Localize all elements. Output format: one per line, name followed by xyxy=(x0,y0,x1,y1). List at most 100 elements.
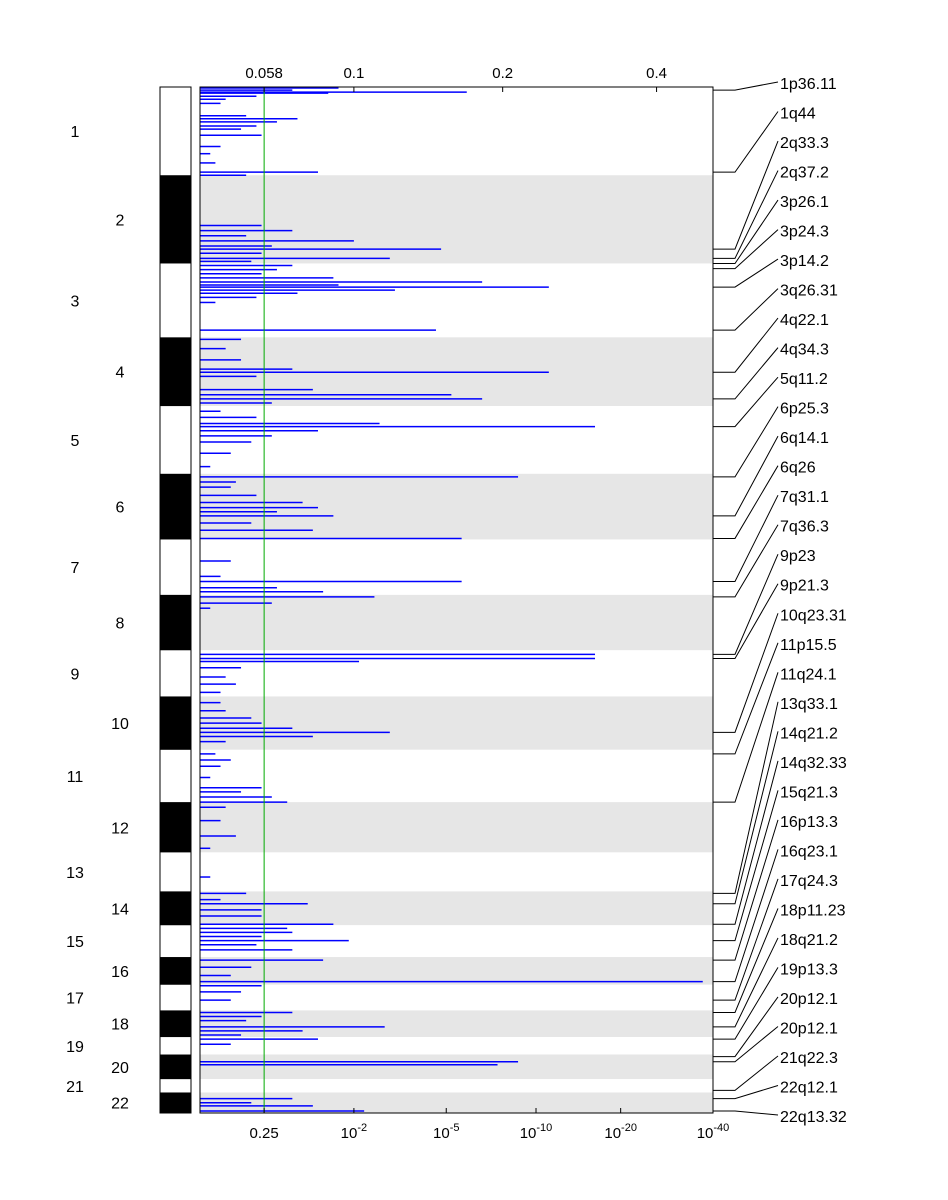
chromosome-block-4 xyxy=(160,337,191,407)
chromosome-band-3 xyxy=(200,263,713,338)
chromosome-band-2 xyxy=(200,175,713,264)
peak-leader-line xyxy=(713,258,779,288)
chromosome-label: 18 xyxy=(111,1017,129,1034)
peak-leader-line xyxy=(713,435,779,517)
bottom-tick-label: 10-40 xyxy=(697,1122,730,1142)
peak-label: 9p21.3 xyxy=(780,578,829,595)
peak-label: 4q22.1 xyxy=(780,312,829,329)
significance-bars xyxy=(200,87,703,1112)
bottom-tick-label: 0.25 xyxy=(250,1125,279,1142)
peak-leader-line xyxy=(713,347,779,400)
chromosome-band-19 xyxy=(200,1037,713,1055)
chromosome-band-18 xyxy=(200,1010,713,1038)
chromosome-band-20 xyxy=(200,1054,713,1080)
peak-leader-line xyxy=(713,376,779,428)
chromosome-block-14 xyxy=(160,891,191,926)
peak-label: 20p12.1 xyxy=(780,991,838,1008)
bottom-axis: 0.25 10-2 10-5 10-10 10-20 10-40 xyxy=(250,1108,730,1142)
top-axis: 0.058 0.1 0.2 0.4 xyxy=(245,65,667,92)
chromosome-label: 17 xyxy=(66,991,84,1008)
peak-leader-line xyxy=(713,701,779,894)
chromosome-band-1 xyxy=(200,87,713,176)
peak-leader-line xyxy=(713,967,779,1040)
chromosome-band-14 xyxy=(200,891,713,926)
top-tick-label: 0.2 xyxy=(492,65,513,82)
chromosome-label: 1 xyxy=(71,124,80,141)
peak-label: 15q21.3 xyxy=(780,784,838,801)
peak-leader-line xyxy=(713,583,779,659)
chromosome-band-12 xyxy=(200,802,713,853)
peak-leader-line xyxy=(713,111,779,173)
peak-label: 2q37.2 xyxy=(780,165,829,182)
top-tick-label: 0.058 xyxy=(245,65,283,82)
chromosome-label: 12 xyxy=(111,820,129,837)
chromosome-band-8 xyxy=(200,594,713,651)
peak-label: 5q11.2 xyxy=(780,371,828,388)
peak-label: 7q31.1 xyxy=(780,489,829,506)
chromosome-block-18 xyxy=(160,1010,191,1038)
peak-label: 6p25.3 xyxy=(780,401,829,418)
chromosome-band-16 xyxy=(200,957,713,985)
plot-frame xyxy=(199,86,714,1114)
peak-leader-line xyxy=(713,170,779,259)
peak-leader-line xyxy=(713,760,779,925)
peak-leader-line xyxy=(713,554,779,655)
chromosome-block-10 xyxy=(160,696,191,750)
chromosome-band-17 xyxy=(200,984,713,1011)
peak-label: 2q33.3 xyxy=(780,135,829,152)
chromosome-label: 14 xyxy=(111,901,129,918)
chromosome-label: 21 xyxy=(66,1079,84,1096)
peak-label: 1p36.11 xyxy=(780,76,837,93)
chromosome-block-22 xyxy=(160,1092,191,1113)
chromosome-label: 22 xyxy=(111,1096,129,1113)
peak-label: 17q24.3 xyxy=(780,873,838,890)
peak-leader-line xyxy=(713,937,779,1028)
peak-leader-line xyxy=(713,494,779,583)
peak-leader-line xyxy=(713,229,779,270)
peak-label: 3p14.2 xyxy=(780,253,829,270)
peak-leader-line xyxy=(713,288,779,331)
chromosome-band-22 xyxy=(200,1092,713,1113)
peak-leader-line xyxy=(713,524,779,598)
chromosome-label: 4 xyxy=(116,365,125,382)
peak-label: 21q22.3 xyxy=(780,1050,838,1067)
chromosome-block-8 xyxy=(160,594,191,651)
peak-leader-line xyxy=(713,996,779,1058)
peak-leader-line xyxy=(713,1055,779,1091)
peak-label: 22q13.32 xyxy=(780,1109,847,1126)
peak-label: 11q24.1 xyxy=(780,666,837,683)
peak-leader-line xyxy=(713,790,779,942)
chromosome-label: 11 xyxy=(67,769,84,786)
chromosome-label: 16 xyxy=(111,964,129,981)
peak-leader-line xyxy=(713,140,779,250)
peak-leader-line xyxy=(713,465,779,539)
peak-label: 7q36.3 xyxy=(780,519,829,536)
peak-labels: 1p36.11 1q44 2q33.3 2q37.2 3p26.1 3p24.3 3p14.… xyxy=(713,76,847,1126)
chromosome-label: 2 xyxy=(116,212,125,229)
chromosome-band-21 xyxy=(200,1079,713,1093)
peak-leader-line xyxy=(713,849,779,983)
chromosome-block-6 xyxy=(160,473,191,540)
peak-leader-line xyxy=(713,878,779,1001)
peak-label: 22q12.1 xyxy=(780,1079,838,1096)
chromosome-block-20 xyxy=(160,1054,191,1080)
chromosome-label: 6 xyxy=(116,500,125,517)
peak-label: 20p12.1 xyxy=(780,1020,838,1037)
chromosome-band-10 xyxy=(200,696,713,750)
bottom-tick-label: 10-10 xyxy=(520,1122,553,1142)
peak-label: 19p13.3 xyxy=(780,961,838,978)
chromosome-label: 20 xyxy=(111,1060,129,1077)
peak-label: 6q26 xyxy=(780,460,816,477)
chromosome-bands xyxy=(200,87,713,1113)
peak-leader-line xyxy=(713,81,779,91)
chromosome-block-2 xyxy=(160,175,191,264)
chromosome-block-12 xyxy=(160,802,191,853)
peak-leader-line xyxy=(713,1026,779,1063)
top-tick-label: 0.4 xyxy=(646,65,667,82)
chromosome-label: 13 xyxy=(66,865,84,882)
peak-label: 16q23.1 xyxy=(780,843,838,860)
peak-label: 6q14.1 xyxy=(780,430,829,447)
peak-leader-line xyxy=(713,199,779,264)
chromosome-band-5 xyxy=(200,406,713,474)
